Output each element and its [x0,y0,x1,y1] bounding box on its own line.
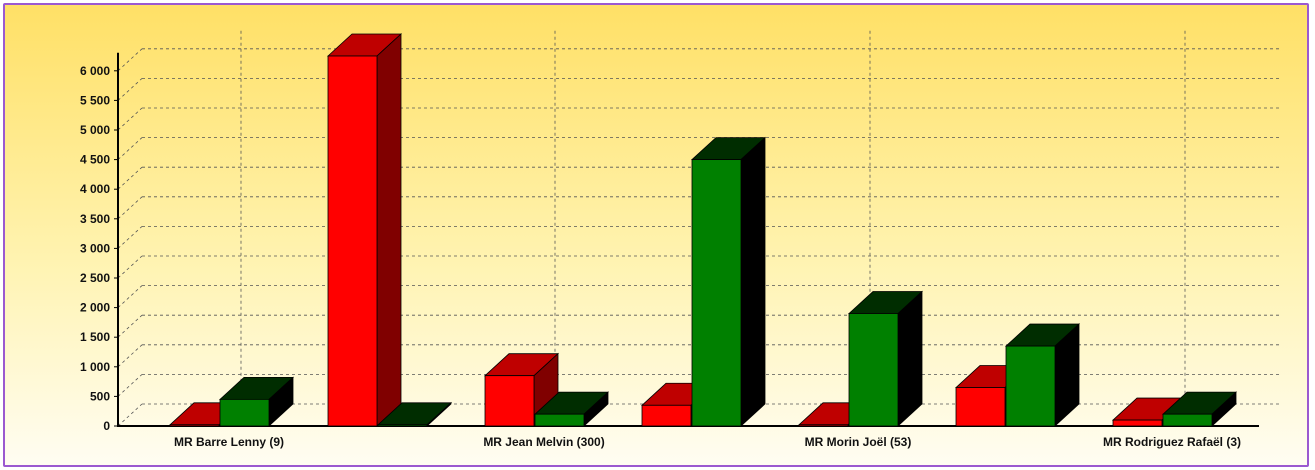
y-tick-label: 1 000 [80,360,110,374]
bar [534,413,585,427]
bar [848,313,899,427]
grid-line-depth [117,48,143,72]
bar-side-face [376,33,402,427]
bar [691,159,742,427]
grid-line-depth [117,78,143,101]
grid-line-depth [117,374,143,397]
y-tick-label: 2 500 [80,271,110,285]
x-category-label: MR Morin Joël (53) [805,435,912,449]
x-category-label: MR Barre Lenny (9) [174,435,284,449]
y-tick-label: 5 500 [80,93,110,107]
grid-line-depth [117,137,143,160]
bar [955,387,1006,427]
bar [169,424,220,427]
bar-chart: 0 500 1 000 1 500 2 000 2 500 3 000 3 500 4 000 4… [80,30,1279,449]
bar [327,55,378,427]
y-tick-label: 0 [103,419,110,433]
grid-line-depth [117,166,143,190]
grid-line-depth [117,226,143,249]
chart-frame: 0 500 1 000 1 500 2 000 2 500 3 000 3 500 4 000 4… [3,3,1309,467]
bar-side-face [897,290,923,427]
y-tick-label: 2 000 [80,301,110,315]
bar [798,424,849,427]
grid-line-depth [117,403,143,427]
bar [1162,413,1213,427]
grid-line-depth [117,314,143,338]
y-tick-label: 6 000 [80,64,110,78]
grid-line-depth [117,344,143,368]
y-tick-label: 5 000 [80,123,110,137]
grid-line-depth [117,255,143,279]
bar [641,404,692,427]
grid-line-depth [117,196,143,220]
x-category-label: MR Rodriguez Rafaël (3) [1103,435,1241,449]
x-category-label: MR Jean Melvin (300) [483,435,604,449]
y-tick-label: 3 500 [80,212,110,226]
bar [484,375,535,427]
y-tick-label: 500 [90,389,110,403]
bar [1005,345,1056,427]
grid-line-depth [117,285,143,308]
bar [219,398,270,427]
y-tick-label: 4 000 [80,182,110,196]
bar [1112,419,1163,427]
bar [377,424,428,427]
y-tick-label: 1 500 [80,330,110,344]
bar-side-face [740,136,766,427]
grid-line-depth [117,107,143,131]
y-tick-label: 3 000 [80,241,110,255]
y-tick-label: 4 500 [80,153,110,167]
